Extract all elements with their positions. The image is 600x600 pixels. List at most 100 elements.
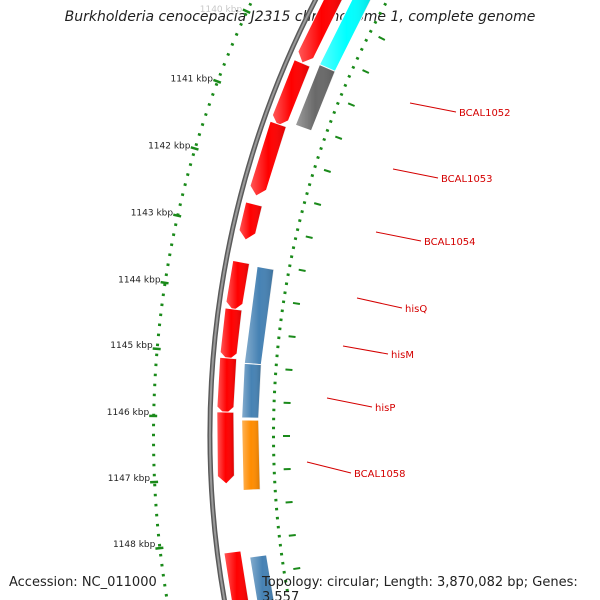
gene-label-leader bbox=[356, 297, 403, 309]
cog-feature-steelblue-shading bbox=[249, 554, 274, 600]
gene-label: BCAL1052 bbox=[459, 108, 511, 119]
inner-tick-mark bbox=[323, 168, 332, 173]
inner-scale-dot bbox=[305, 191, 309, 196]
kbp-tick bbox=[212, 78, 222, 84]
gene-label-leader bbox=[342, 345, 389, 355]
scale-dot bbox=[166, 263, 170, 267]
inner-scale-dot bbox=[313, 164, 317, 169]
gene-label: BCAL1054 bbox=[424, 237, 476, 248]
gene-label: hisQ bbox=[405, 304, 427, 315]
inner-tick-mark bbox=[313, 202, 322, 206]
inner-tick-mark bbox=[347, 102, 355, 107]
inner-scale-dot bbox=[328, 119, 333, 124]
scale-dot bbox=[211, 92, 215, 97]
inner-scale-dot bbox=[298, 219, 302, 223]
map-title: Burkholderia cenocepacia J2315 chromosom… bbox=[64, 9, 536, 25]
cog-feature-orange-shading bbox=[241, 419, 261, 491]
gene-label-leader bbox=[375, 231, 422, 242]
scale-dot bbox=[191, 152, 196, 157]
gene-label-leader bbox=[306, 461, 352, 474]
inner-scale-dot bbox=[295, 228, 300, 232]
inner-tick-mark bbox=[288, 534, 296, 537]
inner-scale-dot bbox=[289, 255, 294, 259]
inner-tick-mark bbox=[305, 235, 313, 239]
cds-feature-shading bbox=[216, 357, 237, 415]
scale-dot bbox=[222, 62, 227, 67]
cog-feature-gray-shading bbox=[295, 64, 336, 131]
inner-scale-dot bbox=[293, 237, 298, 241]
inner-scale-dot bbox=[291, 246, 296, 250]
cds-feature-shading bbox=[223, 550, 249, 600]
scale-dot bbox=[234, 32, 239, 37]
inner-tick-mark bbox=[293, 567, 301, 571]
inner-scale-dot bbox=[343, 83, 348, 88]
inner-scale-dot bbox=[339, 92, 344, 97]
inner-scale-dot bbox=[285, 588, 289, 592]
inner-scale-dot bbox=[302, 201, 307, 205]
scale-dot bbox=[194, 142, 199, 147]
inner-scale-dot bbox=[288, 264, 292, 268]
gene-label-leader bbox=[392, 168, 439, 179]
gene-label: hisP bbox=[375, 403, 395, 414]
inner-scale-dot bbox=[364, 38, 369, 43]
scale-dot bbox=[178, 203, 182, 207]
scale-dot bbox=[214, 82, 219, 87]
scale-dot bbox=[248, 2, 253, 7]
cds-feature-shading bbox=[216, 411, 235, 484]
kbp-tick bbox=[160, 280, 169, 285]
cds-feature-shading bbox=[250, 121, 287, 196]
inner-scale-dot bbox=[310, 173, 315, 178]
inner-scale-dot bbox=[383, 2, 388, 7]
kbp-tick-label: 1144 kbp bbox=[118, 275, 161, 285]
scale-dot bbox=[207, 102, 212, 107]
inner-tick-mark bbox=[298, 268, 306, 272]
kbp-tick-label: 1142 kbp bbox=[148, 142, 191, 152]
kbp-tick-label: 1148 kbp bbox=[113, 540, 156, 550]
backbone-arc bbox=[209, 0, 317, 600]
scale-dot bbox=[230, 42, 235, 47]
cog-feature-steelblue-shading bbox=[244, 266, 274, 365]
kbp-tick bbox=[242, 8, 251, 14]
cds-feature-shading bbox=[220, 307, 242, 361]
kbp-tick-label: 1147 kbp bbox=[108, 474, 151, 484]
cog-feature-cyan-shading bbox=[319, 0, 371, 72]
inner-scale-dot bbox=[300, 210, 304, 214]
inner-tick-mark bbox=[285, 368, 293, 371]
inner-scale-dot bbox=[347, 74, 352, 79]
scale-dot bbox=[168, 253, 172, 257]
inner-scale-dot bbox=[373, 20, 378, 25]
gene-label-leader bbox=[409, 102, 457, 113]
kbp-tick-label: 1145 kbp bbox=[110, 341, 153, 351]
inner-scale-dot bbox=[378, 11, 383, 16]
scale-dot bbox=[197, 132, 202, 137]
scale-dot bbox=[239, 22, 243, 27]
topology-label: Topology: circular; Length: 3,870,082 bp… bbox=[262, 575, 578, 600]
cds-feature-shading bbox=[272, 59, 310, 127]
scale-dot bbox=[200, 122, 205, 127]
scale-dot bbox=[243, 12, 248, 17]
scale-dot bbox=[226, 52, 231, 57]
kbp-tick bbox=[155, 546, 164, 550]
kbp-tick bbox=[152, 347, 161, 351]
cds-feature-shading bbox=[225, 260, 250, 311]
cds-feature-shading bbox=[239, 201, 263, 240]
cds-feature-shading bbox=[297, 0, 343, 63]
inner-tick-mark bbox=[334, 135, 343, 140]
inner-scale-dot bbox=[319, 146, 323, 151]
kbp-tick-label: 1140 kbp bbox=[200, 5, 243, 15]
scale-dot bbox=[183, 183, 187, 187]
inner-tick-mark bbox=[378, 35, 386, 41]
cog-feature-steelblue-shading bbox=[241, 363, 262, 419]
kbp-tick bbox=[190, 146, 199, 151]
kbp-tick-label: 1143 kbp bbox=[131, 208, 174, 218]
scale-dot bbox=[173, 223, 178, 227]
gene-label: BCAL1058 bbox=[354, 469, 406, 480]
inner-tick-mark bbox=[285, 501, 293, 504]
scale-dot bbox=[218, 72, 223, 77]
inner-scale-dot bbox=[335, 101, 340, 106]
inner-tick-mark bbox=[362, 69, 370, 74]
scale-dot bbox=[204, 112, 208, 117]
inner-scale-dot bbox=[325, 128, 330, 133]
inner-tick-mark bbox=[292, 301, 301, 305]
